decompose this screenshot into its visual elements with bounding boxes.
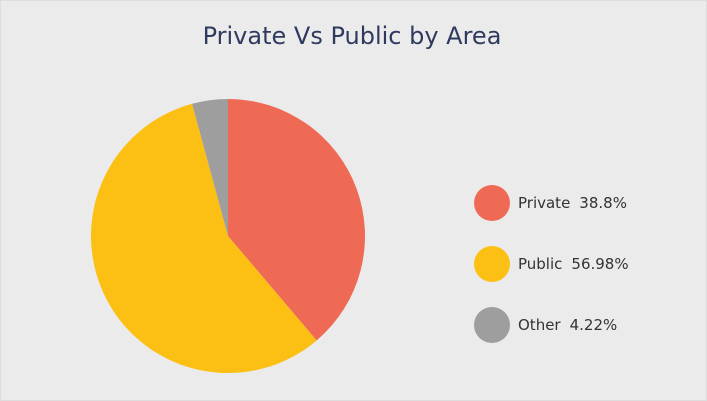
chart-title: Private Vs Public by Area (203, 22, 502, 50)
legend-name: Public (518, 255, 562, 273)
pie-slice (91, 103, 317, 373)
legend-value: 56.98% (571, 255, 628, 273)
legend-value: 38.8% (579, 194, 627, 212)
legend-swatch (474, 185, 510, 221)
legend-name: Private (518, 194, 570, 212)
legend-swatch (474, 246, 510, 282)
legend-value: 4.22% (570, 316, 618, 334)
legend-label: Private 38.8% (518, 194, 627, 212)
legend-name: Other (518, 316, 561, 334)
legend-label: Public 56.98% (518, 255, 629, 273)
legend-swatch (474, 307, 510, 343)
pie-slice (228, 99, 365, 341)
pie-slice (192, 99, 228, 236)
legend-label: Other 4.22% (518, 316, 617, 334)
